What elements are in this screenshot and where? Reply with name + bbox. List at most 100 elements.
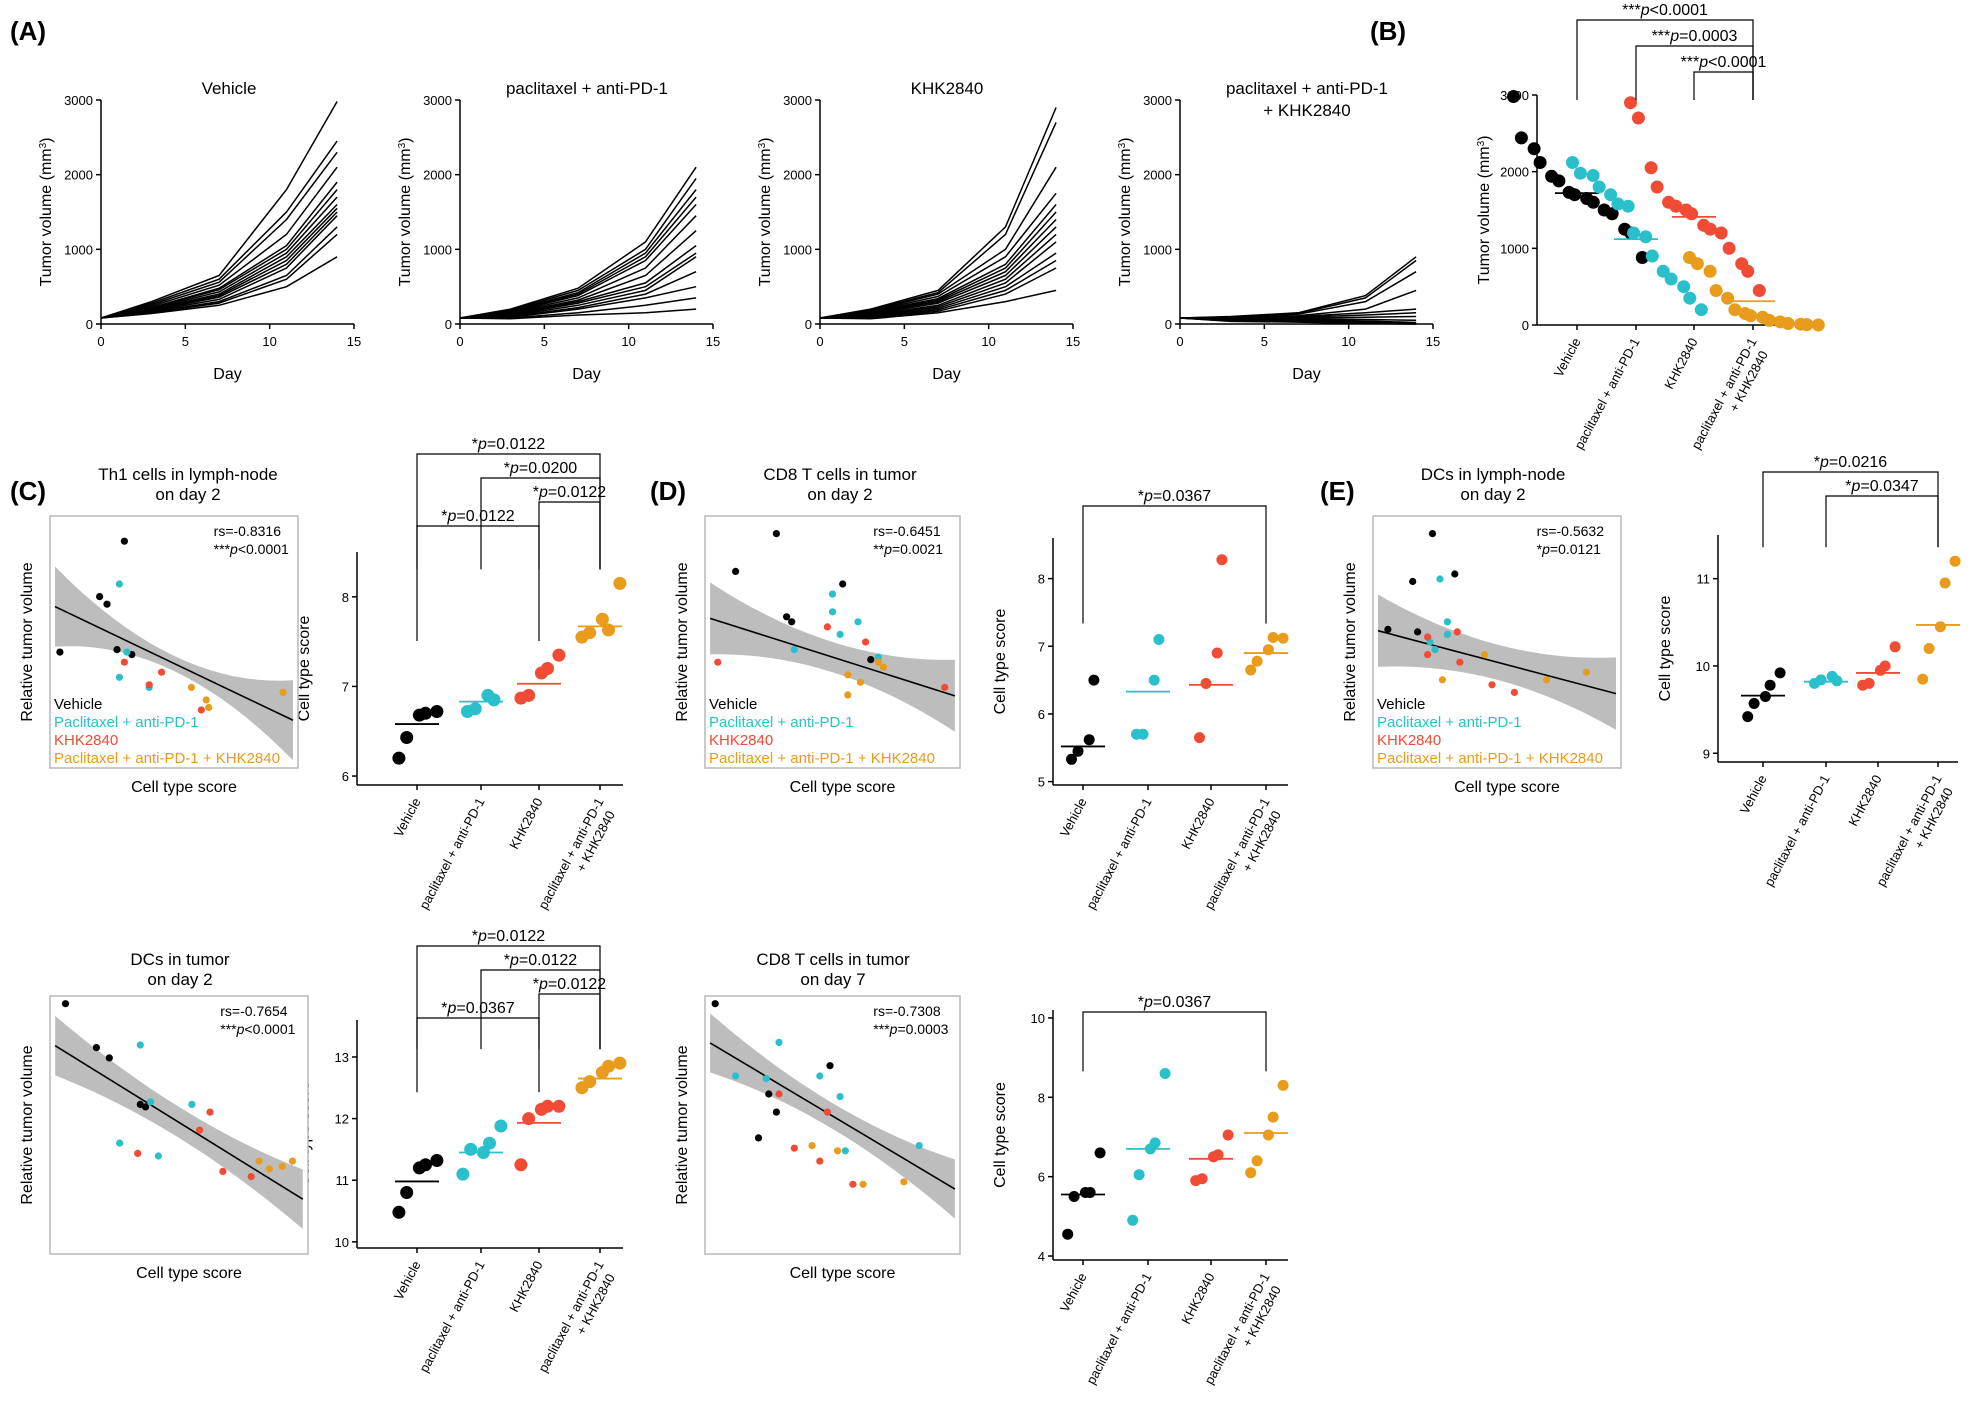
data-point <box>1196 1173 1208 1185</box>
line-chart-A1: 0 5 10 15 0 1000 2000 3000 Vehicle Day Tumor volum… <box>38 79 362 383</box>
x-tick-label: 0 <box>456 334 463 349</box>
data-point <box>487 693 501 707</box>
data-point <box>1094 1147 1106 1159</box>
y-axis-label: Tumor volume (mm3) <box>1476 136 1494 285</box>
data-point <box>1267 632 1279 643</box>
data-point <box>1709 284 1723 297</box>
correlation-coefficient: rs=-0.6451 <box>873 523 941 539</box>
data-point <box>1267 1111 1279 1123</box>
y-tick-label: 0 <box>805 317 812 332</box>
data-point <box>1212 1149 1224 1161</box>
regression-line <box>1377 629 1617 695</box>
data-point <box>541 1099 554 1113</box>
data-point <box>1742 711 1754 723</box>
data-point <box>494 1119 508 1133</box>
data-point <box>788 618 796 626</box>
x-tick-label: KHK2840 <box>506 795 545 851</box>
x-tick-label: 15 <box>706 334 720 349</box>
data-point <box>941 683 949 692</box>
data-point <box>419 706 432 720</box>
data-point <box>775 1038 783 1046</box>
x-tick-label: paclitaxel + anti-PD-1+ KHK2840 <box>1873 772 1959 896</box>
data-point <box>834 1147 842 1155</box>
data-point <box>1800 318 1814 332</box>
legend-item: Paclitaxel + anti-PD-1 + KHK2840 <box>54 750 280 767</box>
data-point <box>1611 197 1625 211</box>
series-line <box>819 122 1057 319</box>
data-point <box>278 1162 286 1170</box>
data-point <box>879 663 888 671</box>
series-line <box>100 151 338 319</box>
data-point <box>862 638 870 646</box>
regression-line <box>54 1044 304 1200</box>
series-line <box>100 166 338 319</box>
data-point <box>1127 1214 1139 1226</box>
chart-title: KHK2840 <box>911 79 984 98</box>
data-point <box>1072 745 1084 757</box>
data-point <box>1728 303 1742 317</box>
data-point <box>854 618 862 626</box>
data-point <box>1744 309 1758 323</box>
significance-bracket <box>1082 1011 1267 1072</box>
y-tick-label: 2000 <box>1500 165 1529 180</box>
x-tick-label: 0 <box>1176 334 1183 349</box>
line-chart-A3: 0 5 10 15 0 1000 2000 3000 KHK2840 Day Tumor volum… <box>757 79 1081 383</box>
data-point <box>1409 577 1417 586</box>
data-point <box>56 648 64 656</box>
data-point <box>1934 621 1946 633</box>
data-point <box>120 658 128 666</box>
data-point <box>762 1075 770 1083</box>
data-point <box>1443 630 1451 639</box>
data-point <box>514 1158 528 1172</box>
data-point <box>1507 90 1520 103</box>
data-point <box>1568 188 1582 202</box>
data-point <box>522 688 536 702</box>
data-point <box>772 1108 781 1116</box>
series-line <box>1179 317 1417 325</box>
data-point <box>1586 169 1600 182</box>
data-point <box>1200 678 1212 689</box>
panel-label: (B) <box>1370 16 1406 46</box>
x-tick-label: 15 <box>1066 334 1080 349</box>
data-point <box>1222 1129 1234 1141</box>
data-point <box>1251 1155 1263 1167</box>
x-axis-label: Cell type score <box>790 1265 896 1282</box>
panel-label: (A) <box>10 16 46 46</box>
data-point <box>915 1142 923 1150</box>
x-axis-label: Day <box>213 366 241 383</box>
data-point <box>1683 291 1697 305</box>
data-point <box>1068 1191 1080 1202</box>
data-point <box>1159 1068 1171 1079</box>
data-point <box>1592 180 1606 194</box>
significance-label: *p=0.0122 <box>533 976 607 993</box>
significance-bracket <box>416 1017 540 1093</box>
series-line <box>819 226 1057 319</box>
data-point <box>103 600 111 608</box>
x-tick-label: 10 <box>262 334 276 349</box>
chart-title: paclitaxel + anti-PD-1 <box>506 79 668 98</box>
series-line <box>819 259 1057 319</box>
series-line <box>819 241 1057 319</box>
y-tick-label: 8 <box>1038 1090 1045 1105</box>
data-point <box>1149 1137 1161 1149</box>
data-point <box>1438 676 1446 684</box>
data-point <box>1703 264 1717 278</box>
y-tick-label: 3000 <box>64 93 93 108</box>
y-tick-label: 12 <box>335 1112 349 1127</box>
panel-label: (D) <box>650 476 686 506</box>
data-point <box>1644 161 1658 175</box>
chart-title: + KHK2840 <box>1263 101 1350 120</box>
data-point <box>1527 142 1541 156</box>
series-line <box>459 177 697 319</box>
data-point <box>187 683 195 692</box>
data-point <box>1781 317 1795 330</box>
data-point <box>1586 195 1600 209</box>
y-axis-label: Cell type score <box>296 615 313 721</box>
x-axis-label: Cell type score <box>790 779 896 796</box>
x-tick-label: 5 <box>182 334 189 349</box>
data-point <box>147 1098 155 1106</box>
significance-bracket <box>416 945 601 1050</box>
x-tick-label: 15 <box>347 334 361 349</box>
data-point <box>1083 734 1095 746</box>
x-tick-label: Vehicle <box>1057 1270 1090 1314</box>
